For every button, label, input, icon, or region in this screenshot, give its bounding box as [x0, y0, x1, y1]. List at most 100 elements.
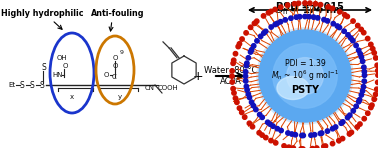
Circle shape — [243, 79, 248, 83]
Circle shape — [339, 121, 344, 125]
Circle shape — [376, 73, 378, 77]
Circle shape — [244, 63, 249, 68]
Circle shape — [252, 21, 257, 26]
Circle shape — [292, 2, 297, 6]
Circle shape — [244, 84, 249, 89]
Circle shape — [240, 37, 244, 41]
Text: S: S — [20, 81, 25, 90]
Circle shape — [359, 93, 364, 97]
Circle shape — [279, 128, 284, 133]
Text: O: O — [113, 55, 118, 61]
Circle shape — [348, 113, 352, 117]
Text: PSD = 0.015: PSD = 0.015 — [276, 2, 344, 12]
Circle shape — [349, 130, 354, 135]
Circle shape — [263, 135, 268, 140]
Circle shape — [275, 21, 279, 26]
Circle shape — [330, 6, 335, 11]
Circle shape — [361, 85, 366, 89]
Circle shape — [345, 115, 350, 120]
Circle shape — [311, 15, 316, 19]
Text: O: O — [63, 63, 68, 69]
Circle shape — [331, 21, 336, 26]
Circle shape — [245, 61, 249, 65]
Circle shape — [325, 129, 330, 133]
Circle shape — [259, 34, 263, 38]
Text: S: S — [41, 63, 46, 73]
Circle shape — [240, 110, 244, 115]
Circle shape — [303, 14, 307, 19]
Circle shape — [279, 5, 283, 9]
Circle shape — [372, 97, 376, 102]
Circle shape — [326, 5, 330, 9]
Circle shape — [375, 63, 378, 67]
Circle shape — [360, 89, 365, 93]
Circle shape — [322, 17, 326, 22]
Text: ACPA: ACPA — [220, 77, 242, 86]
Circle shape — [323, 144, 328, 148]
Circle shape — [291, 146, 296, 148]
Text: Water, 80 °C: Water, 80 °C — [204, 66, 257, 75]
Circle shape — [248, 25, 253, 29]
Circle shape — [337, 139, 341, 143]
Circle shape — [263, 29, 268, 34]
Text: S: S — [30, 81, 35, 90]
Circle shape — [362, 116, 366, 121]
Text: OH: OH — [57, 55, 68, 61]
Text: $M_{n}$ ~ 10$^{6}$ g mol$^{-1}$: $M_{n}$ ~ 10$^{6}$ g mol$^{-1}$ — [271, 69, 339, 83]
Circle shape — [248, 50, 253, 54]
Circle shape — [357, 98, 362, 102]
Text: HN: HN — [52, 72, 62, 78]
Circle shape — [366, 36, 370, 41]
Circle shape — [373, 56, 378, 60]
Text: Anti-fouling: Anti-fouling — [91, 8, 145, 17]
Circle shape — [351, 19, 355, 23]
Circle shape — [275, 126, 279, 131]
Circle shape — [282, 144, 286, 148]
Text: 9: 9 — [120, 50, 124, 56]
Circle shape — [243, 70, 248, 74]
Circle shape — [373, 92, 378, 96]
Circle shape — [269, 25, 273, 29]
Circle shape — [261, 14, 266, 18]
Circle shape — [355, 125, 359, 129]
Circle shape — [266, 11, 271, 15]
Circle shape — [251, 44, 256, 48]
Circle shape — [330, 127, 335, 131]
Circle shape — [341, 120, 345, 124]
Circle shape — [301, 147, 305, 148]
Circle shape — [362, 69, 367, 74]
Circle shape — [372, 51, 376, 55]
Circle shape — [375, 80, 378, 85]
Circle shape — [361, 59, 365, 63]
Circle shape — [351, 109, 355, 113]
Circle shape — [370, 47, 375, 51]
Circle shape — [274, 141, 278, 145]
Circle shape — [342, 29, 346, 33]
Circle shape — [279, 20, 283, 24]
Circle shape — [257, 112, 262, 117]
Circle shape — [232, 91, 236, 95]
Circle shape — [307, 15, 311, 19]
Circle shape — [244, 31, 248, 35]
Circle shape — [273, 7, 277, 12]
Circle shape — [231, 86, 235, 91]
Circle shape — [362, 65, 366, 69]
Circle shape — [273, 22, 277, 27]
Circle shape — [356, 23, 360, 28]
Circle shape — [345, 14, 350, 19]
Circle shape — [260, 115, 264, 120]
Circle shape — [333, 125, 338, 129]
Circle shape — [362, 73, 367, 78]
Circle shape — [318, 3, 323, 7]
Circle shape — [265, 120, 270, 124]
Circle shape — [358, 52, 363, 56]
Circle shape — [349, 36, 353, 40]
Text: PSTY: PSTY — [291, 85, 319, 95]
Circle shape — [299, 147, 304, 148]
Circle shape — [271, 124, 275, 128]
Circle shape — [237, 42, 242, 46]
Circle shape — [351, 38, 355, 43]
Circle shape — [356, 99, 361, 104]
Circle shape — [243, 74, 248, 78]
Circle shape — [251, 103, 256, 108]
